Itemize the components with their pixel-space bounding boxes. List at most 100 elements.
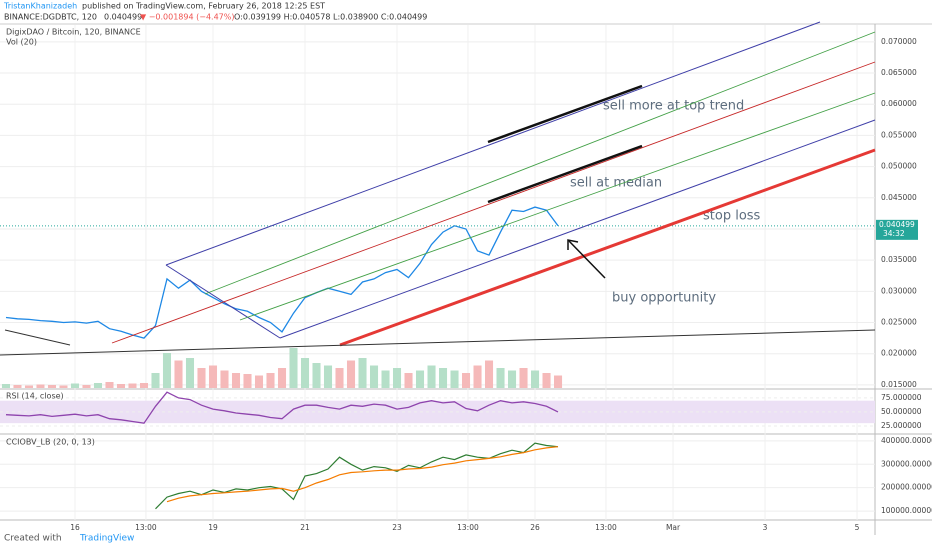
x-tick-label: 21 (300, 523, 310, 532)
pitchfork-inner (239, 92, 876, 321)
volume-bar (346, 360, 356, 388)
volume-bar (151, 373, 160, 388)
x-tick-label: 26 (530, 523, 540, 532)
volume-bar (312, 363, 321, 388)
last-price-box (876, 219, 918, 240)
last-price-label: 0.040499 (879, 220, 915, 229)
rsi-band (0, 400, 875, 424)
volume-bar (243, 374, 252, 388)
volume-bar (289, 348, 298, 388)
volume-bar (231, 373, 241, 388)
x-tick-label: 19 (208, 523, 218, 532)
volume-bar (461, 373, 471, 388)
volume-bar (358, 358, 367, 388)
volume-bar (105, 382, 114, 388)
published: published on TradingView.com, February 2… (82, 2, 325, 11)
volume-bar (174, 360, 183, 388)
y-tick-label: 0.030000 (881, 286, 917, 295)
volume-bar (369, 365, 379, 388)
volume-bar (473, 365, 482, 388)
y-tick-label: 0.015000 (881, 380, 917, 389)
volume-bar (24, 385, 34, 388)
y-tick-label: 0.060000 (881, 99, 917, 108)
volume-bar (1, 384, 11, 388)
volume-bar (404, 373, 413, 388)
pitchfork-upper (165, 21, 821, 266)
volume-bar (162, 353, 172, 388)
x-tick-label: 23 (392, 523, 402, 532)
pitchfork-inner (204, 31, 876, 295)
volume-bar (59, 385, 68, 388)
annotation: sell more at top trend (603, 99, 744, 114)
x-tick-label: 13:00 (457, 523, 479, 532)
trend-line (4, 329, 71, 346)
x-tick-label: 3 (763, 523, 768, 532)
annotation: sell at median (570, 176, 662, 191)
volume-bar (450, 370, 459, 388)
volume-bar (220, 370, 229, 388)
volume-bar (128, 383, 137, 388)
volume-bar (254, 375, 264, 388)
volume-bar (381, 370, 390, 388)
volume-bar (139, 383, 149, 388)
volume-bar (13, 385, 22, 388)
volume-bar (438, 368, 448, 388)
annotation: buy opportunity (612, 291, 716, 306)
symbol: BINANCE:DGDBTC, 120 (4, 13, 97, 22)
volume-bar (484, 360, 494, 388)
footer-created: Created with (4, 534, 62, 544)
volume-bar (519, 368, 528, 388)
volume-bar (197, 368, 206, 388)
volume-bar (335, 368, 344, 388)
ohlc: O:0.039199 H:0.040578 L:0.038900 C:0.040… (234, 13, 427, 22)
y-tick-label: 0.020000 (881, 349, 917, 358)
volume-bar (531, 370, 540, 388)
y-tick-label: 50.000000 (881, 407, 922, 416)
y-tick-label: 0.055000 (881, 130, 917, 139)
y-tick-label: 25.000000 (881, 421, 922, 430)
volume-bar (70, 383, 80, 388)
data-layer: 16 13:00 19 21 23 13:00 26 13:00 Mar 3 5 0.015000 0.… (0, 25, 932, 532)
volume-bar (36, 384, 45, 388)
y-tick-label: 0.035000 (881, 255, 917, 264)
y-tick-label: 0.045000 (881, 193, 917, 202)
price: 0.040499 (104, 13, 142, 22)
volume-bar (323, 365, 333, 388)
y-tick-label: 100000.000000 (881, 506, 932, 515)
pitchfork-median (111, 61, 876, 344)
volume-bar (427, 365, 436, 388)
annotation: stop loss (703, 209, 761, 224)
volume-bar (554, 375, 563, 388)
pane-title: RSI (14, close) (6, 392, 64, 401)
y-tick-label: 200000.000000 (881, 483, 932, 492)
trend-mark (487, 84, 643, 144)
y-tick-label: 400000.000000 (881, 436, 932, 445)
pane-title: CCIOBV_LB (20, 0, 13) (6, 438, 95, 447)
volume-bar (300, 358, 310, 388)
pane-title: DigixDAO / Bitcoin, 120, BINANCE (6, 28, 141, 37)
arrow-head (567, 239, 579, 250)
drawings (0, 21, 876, 356)
y-tick-label: 0.065000 (881, 68, 917, 77)
volume-bar (277, 368, 287, 388)
volume-bar (542, 373, 551, 388)
volume-bar (82, 385, 91, 388)
volume-bar (47, 385, 57, 388)
x-tick-label: 13:00 (595, 523, 617, 532)
y-tick-label: 300000.000000 (881, 459, 932, 468)
volume-bar (116, 384, 126, 388)
pitchfork-handle (165, 264, 281, 339)
x-tick-label: Mar (666, 523, 681, 532)
pane-title: Vol (20) (6, 38, 37, 47)
change: ▼ −0.001894 (−4.47%) (140, 13, 234, 22)
support-line (0, 329, 876, 356)
y-tick-label: 0.070000 (881, 37, 917, 46)
pitchfork-lower (279, 119, 876, 339)
volume-bar (208, 365, 218, 388)
countdown-label: 34:32 (883, 229, 905, 238)
trend-mark (487, 144, 643, 204)
volume-bar (93, 383, 103, 388)
author: TristanKhanizadeh (3, 2, 77, 11)
